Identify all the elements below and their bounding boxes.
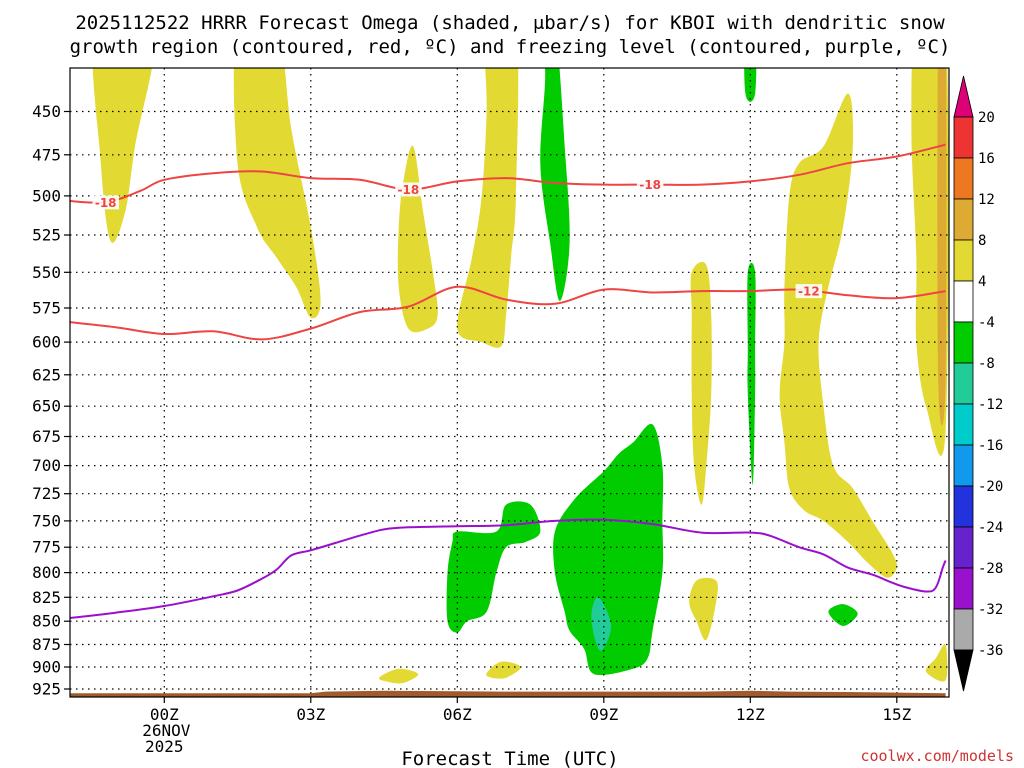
colorbar-bin-7 <box>953 362 974 405</box>
y-tick-label-750: 750 <box>32 511 61 530</box>
colorbar-label-8: -16 <box>978 438 1003 454</box>
omega-shading <box>92 68 949 684</box>
colorbar-bin-4 <box>953 239 974 282</box>
omega-ascent_moderate-region-14 <box>591 596 612 651</box>
y-tick-label-600: 600 <box>32 333 61 352</box>
colorbar-bin-5 <box>953 280 974 323</box>
y-tick-label-875: 875 <box>32 635 61 654</box>
x-tick-label-15Z: 15Z <box>882 705 911 724</box>
y-tick-label-850: 850 <box>32 612 61 631</box>
contour-label-bg-3 <box>636 177 664 192</box>
colorbar-label-2: 12 <box>978 192 995 208</box>
colorbar-bin-2 <box>953 157 974 200</box>
omega-descent-region-15 <box>689 577 718 641</box>
y-tick-label-900: 900 <box>32 658 61 677</box>
colorbar-label-13: -36 <box>978 643 1003 659</box>
contour-label-1: -18 <box>95 196 117 210</box>
x-tick-year-label: 2025 <box>145 737 184 756</box>
omega-descent_moderate-region-11 <box>937 68 947 426</box>
omega-ascent-region-5 <box>540 68 570 301</box>
omega-descent-region-4 <box>457 68 519 348</box>
contour-label-3: -18 <box>639 178 661 192</box>
plot-frame <box>69 67 950 698</box>
x-tick-date-label: 26NOV <box>142 721 191 740</box>
omega-ascent-region-12 <box>446 501 541 633</box>
y-tick-label-550: 550 <box>32 263 61 282</box>
omega-ascent-region-16 <box>828 604 858 626</box>
contour-label-bg-1 <box>92 195 119 210</box>
colorbar-bin-11 <box>953 526 974 569</box>
omega-descent-region-3 <box>397 145 438 333</box>
x-tick-label-00Z: 00Z <box>150 705 179 724</box>
colorbar-label-4: 4 <box>978 274 986 290</box>
colorbar-bin-3 <box>953 198 974 241</box>
contour-label-bg-4 <box>795 284 823 299</box>
colorbar-label-9: -20 <box>978 479 1003 495</box>
omega-descent-region-2 <box>233 68 321 319</box>
omega-descent-region-19 <box>925 643 948 682</box>
chart-title-line-1: 2025112522 HRRR Forecast Omega (shaded, … <box>75 12 945 34</box>
y-tick-label-475: 475 <box>32 145 61 164</box>
colorbar-bin-10 <box>953 485 974 528</box>
contour-label-4: -12 <box>798 285 820 299</box>
omega-descent-region-18 <box>486 661 521 679</box>
chart-title-line-2: growth region (contoured, red, ºC) and f… <box>70 36 951 58</box>
x-tick-label-12Z: 12Z <box>736 705 765 724</box>
y-tick-label-700: 700 <box>32 456 61 475</box>
colorbar-label-7: -12 <box>978 397 1003 413</box>
y-tick-label-450: 450 <box>32 102 61 121</box>
y-tick-label-825: 825 <box>32 588 61 607</box>
omega-descent-region-8 <box>690 261 712 505</box>
omega-descent-region-17 <box>378 668 419 684</box>
colorbar-label-12: -32 <box>978 602 1003 618</box>
contour-labels: -18 -18 -18 -12 <box>92 177 823 299</box>
colorbar-label-11: -28 <box>978 561 1003 577</box>
terrain-ground <box>70 690 946 697</box>
freezing-level-contour <box>70 518 947 620</box>
y-axis: 450 475 500 525 550 575 600 625 650 675 700 725 750 7… <box>32 102 70 699</box>
contour-label-2: -18 <box>398 183 420 197</box>
colorbar-overflow-low <box>953 649 974 692</box>
colorbar: 20 16 12 8 4 -4 -8 -12 -16 -20 -24 -28 -32 -36 <box>953 75 1003 692</box>
omega-descent-region-9 <box>779 93 897 578</box>
contour-label-bg-2 <box>395 182 422 197</box>
colorbar-bin-1 <box>953 116 974 159</box>
colorbar-bin-8 <box>953 403 974 446</box>
y-tick-label-575: 575 <box>32 299 61 318</box>
omega-ascent-region-7 <box>747 262 756 485</box>
omega-ascent-region-6 <box>744 68 757 102</box>
grid <box>70 68 949 697</box>
colorbar-label-1: 16 <box>978 151 995 167</box>
y-tick-label-725: 725 <box>32 484 61 503</box>
y-tick-label-800: 800 <box>32 563 61 582</box>
x-axis-label: Forecast Time (UTC) <box>401 748 618 768</box>
colorbar-bin-13 <box>953 608 974 651</box>
x-tick-label-09Z: 09Z <box>589 705 618 724</box>
colorbar-bin-6 <box>953 321 974 364</box>
colorbar-label-0: 20 <box>978 110 995 126</box>
colorbar-bin-12 <box>953 567 974 610</box>
y-tick-label-525: 525 <box>32 226 61 245</box>
y-tick-label-625: 625 <box>32 365 61 384</box>
y-tick-label-775: 775 <box>32 538 61 557</box>
colorbar-label-3: 8 <box>978 233 986 249</box>
y-tick-label-500: 500 <box>32 186 61 205</box>
omega-ascent-region-13 <box>553 423 664 676</box>
colorbar-bin-9 <box>953 444 974 487</box>
colorbar-overflow-high <box>953 75 974 118</box>
credit-text: coolwx.com/models <box>860 747 1014 765</box>
colorbar-label-5: -4 <box>978 315 995 331</box>
dgz-contour-minus-18 <box>70 143 946 204</box>
colorbar-label-6: -8 <box>978 356 995 372</box>
y-tick-label-675: 675 <box>32 427 61 446</box>
terrain <box>70 690 946 697</box>
x-tick-label-03Z: 03Z <box>296 705 325 724</box>
colorbar-label-10: -24 <box>978 520 1003 536</box>
y-tick-label-650: 650 <box>32 397 61 416</box>
y-tick-label-925: 925 <box>32 680 61 699</box>
x-tick-label-06Z: 06Z <box>443 705 472 724</box>
